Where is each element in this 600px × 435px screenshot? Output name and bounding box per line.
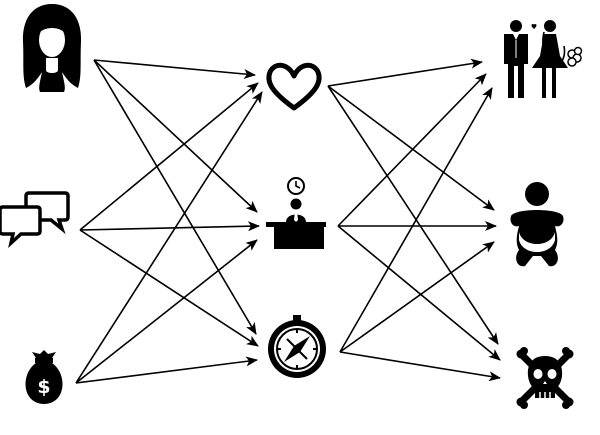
- arrow-woman-to-heart: [93, 59, 256, 79]
- arrow-heart-to-baby: [327, 85, 495, 211]
- arrow-office-to-death: [337, 225, 501, 361]
- compass-icon: [268, 315, 326, 378]
- arrow-heart-to-death: [327, 85, 499, 345]
- office-desk-clock-icon: [266, 177, 326, 249]
- arrow-speech-to-office: [79, 221, 260, 232]
- arrow-compass-to-wedding: [339, 87, 493, 353]
- arrow-money-to-office: [75, 239, 258, 384]
- money-bag-icon: $: [25, 350, 63, 404]
- arrow-heart-to-wedding: [327, 58, 483, 87]
- arrow-speech-to-heart: [79, 82, 259, 231]
- arrow-compass-to-baby: [339, 241, 495, 353]
- speech-bubbles-icon: [0, 191, 70, 248]
- dollar-sign: $: [37, 376, 50, 398]
- arrow-woman-to-office: [93, 59, 258, 213]
- arrow-woman-to-compass: [93, 59, 257, 335]
- heart-outline-icon: [266, 62, 322, 111]
- arrow-speech-to-compass: [79, 229, 259, 347]
- wedding-couple-icon: [504, 20, 583, 98]
- arrow-office-to-wedding: [337, 73, 487, 227]
- arrows-layer: [75, 58, 501, 384]
- woman-silhouette-icon: [22, 4, 82, 92]
- baby-icon: [510, 182, 564, 267]
- arrow-money-to-heart: [75, 91, 263, 384]
- arrow-money-to-compass: [75, 356, 258, 384]
- arrow-compass-to-death: [339, 351, 501, 382]
- skull-crossbones-icon: [516, 347, 574, 409]
